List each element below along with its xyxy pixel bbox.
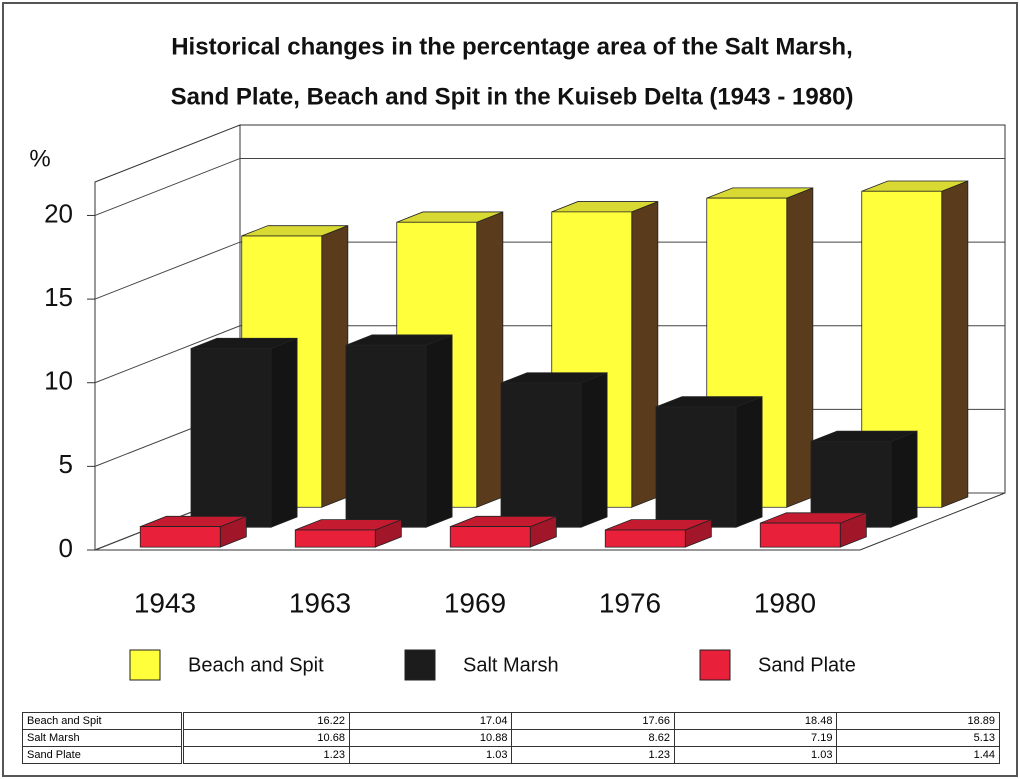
bar xyxy=(139,515,247,548)
table-cell: 8.62 xyxy=(511,729,675,747)
table-cell: 1.23 xyxy=(182,746,350,764)
legend-swatch xyxy=(699,649,731,681)
bar-side xyxy=(476,211,504,508)
bar-side xyxy=(941,180,969,508)
x-tick-label: 1963 xyxy=(289,587,351,618)
y-tick-label: 5 xyxy=(59,449,73,479)
x-tick-label: 1943 xyxy=(134,587,196,618)
legend-label: Sand Plate xyxy=(758,654,856,676)
chart-title: Sand Plate, Beach and Spit in the Kuiseb… xyxy=(171,83,854,110)
table-cell: 7.19 xyxy=(673,729,838,747)
bar-front xyxy=(449,526,531,548)
bar xyxy=(294,519,402,548)
table-cell: 1.03 xyxy=(348,746,513,764)
bar-side xyxy=(270,337,298,528)
bar-front xyxy=(294,529,376,548)
table-row: Sand Plate 1.23 1.03 1.23 1.03 1.44 xyxy=(22,746,1000,764)
bar xyxy=(861,180,969,508)
bar-front xyxy=(190,348,272,528)
bar xyxy=(500,372,608,528)
table-cell: 18.89 xyxy=(836,712,1000,730)
table-cell: 1.44 xyxy=(836,746,1000,764)
y-tick-label: 20 xyxy=(44,198,73,228)
x-tick-label: 1969 xyxy=(444,587,506,618)
legend-label: Salt Marsh xyxy=(463,654,559,676)
grid-line xyxy=(94,157,1005,216)
bar xyxy=(810,430,918,528)
chart-title: Historical changes in the percentage are… xyxy=(171,33,853,60)
table-cell: 18.48 xyxy=(673,712,838,730)
legend-swatch xyxy=(129,649,161,681)
bar-front xyxy=(345,344,427,528)
bar xyxy=(759,512,867,548)
bar-side xyxy=(425,334,453,528)
legend-swatch xyxy=(404,649,436,681)
bar xyxy=(655,396,763,528)
table-cell: 17.66 xyxy=(511,712,675,730)
bar-front xyxy=(500,382,582,528)
x-tick-label: 1980 xyxy=(754,587,816,618)
bar xyxy=(190,337,298,528)
table-cell: 10.68 xyxy=(182,729,350,747)
table-cell: 10.88 xyxy=(348,729,513,747)
bar-side xyxy=(321,225,349,508)
bar-front xyxy=(655,406,737,528)
y-axis-label: % xyxy=(29,145,50,172)
bar xyxy=(604,519,712,548)
table-cell: 1.03 xyxy=(673,746,838,764)
table-row: Salt Marsh 10.68 10.88 8.62 7.19 5.13 xyxy=(22,729,1000,747)
table-row: Beach and Spit 16.22 17.04 17.66 18.48 18.89 xyxy=(22,712,1000,730)
bar-front xyxy=(139,526,221,548)
y-tick-label: 15 xyxy=(44,282,73,312)
bar-front xyxy=(759,522,841,548)
bar-side xyxy=(735,396,763,528)
bar-front xyxy=(604,529,686,548)
table-cell: 5.13 xyxy=(836,729,1000,747)
x-tick-label: 1976 xyxy=(599,587,661,618)
table-cell: 16.22 xyxy=(182,712,350,730)
bar xyxy=(345,334,453,528)
row-header: Sand Plate xyxy=(22,746,184,764)
table-cell: 17.04 xyxy=(348,712,513,730)
row-header: Beach and Spit xyxy=(22,712,184,730)
bar-side xyxy=(631,200,659,508)
row-header: Salt Marsh xyxy=(22,729,184,747)
bar-side xyxy=(890,430,918,528)
y-tick-label: 0 xyxy=(59,533,73,563)
bar-side xyxy=(786,187,814,508)
legend-label: Beach and Spit xyxy=(188,654,324,676)
table-cell: 1.23 xyxy=(511,746,675,764)
y-tick-label: 10 xyxy=(44,366,73,396)
bar-side xyxy=(580,372,608,528)
data-table: Beach and Spit 16.22 17.04 17.66 18.48 18.89 S… xyxy=(22,712,1000,764)
bar xyxy=(449,515,557,548)
